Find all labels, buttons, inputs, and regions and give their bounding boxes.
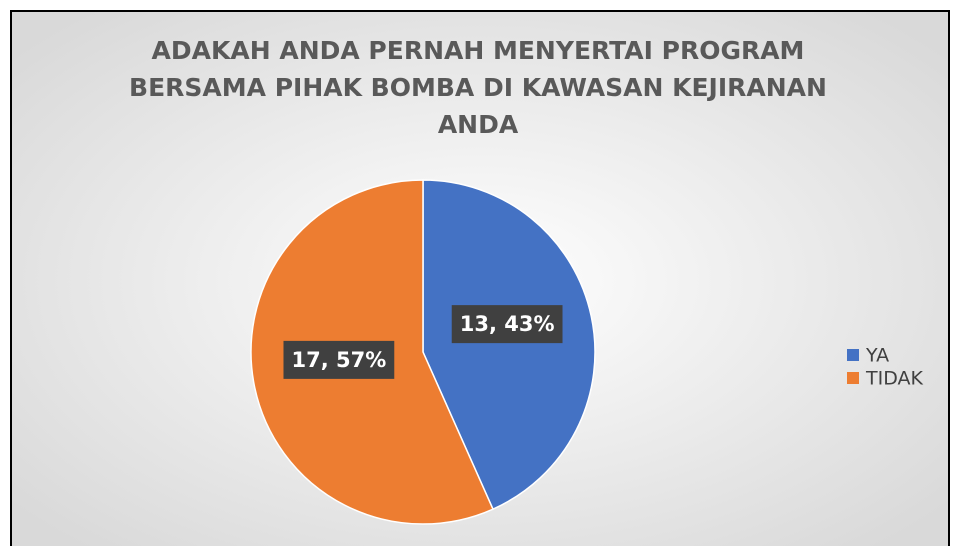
legend-swatch (847, 372, 859, 384)
data-label-box (283, 340, 395, 379)
legend-swatch (847, 349, 859, 361)
data-label-text: 13, 43% (460, 312, 555, 336)
legend-label: TIDAK (865, 368, 924, 390)
chart-title: ADAKAH ANDA PERNAH MENYERTAI PROGRAM BERS… (129, 36, 827, 139)
pie-slice (422, 179, 596, 511)
data-label-text: 17, 57% (291, 348, 386, 372)
title-line: ADAKAH ANDA PERNAH MENYERTAI PROGRAM (152, 36, 805, 65)
title-line: BERSAMA PIHAK BOMBA DI KAWASAN KEJIRANAN (129, 73, 827, 102)
title-line: ANDA (438, 110, 519, 139)
legend-label: YA (865, 345, 889, 367)
data-label-box (451, 305, 563, 344)
data-label: 13, 43% (451, 305, 563, 344)
data-label: 17, 57% (283, 340, 395, 379)
